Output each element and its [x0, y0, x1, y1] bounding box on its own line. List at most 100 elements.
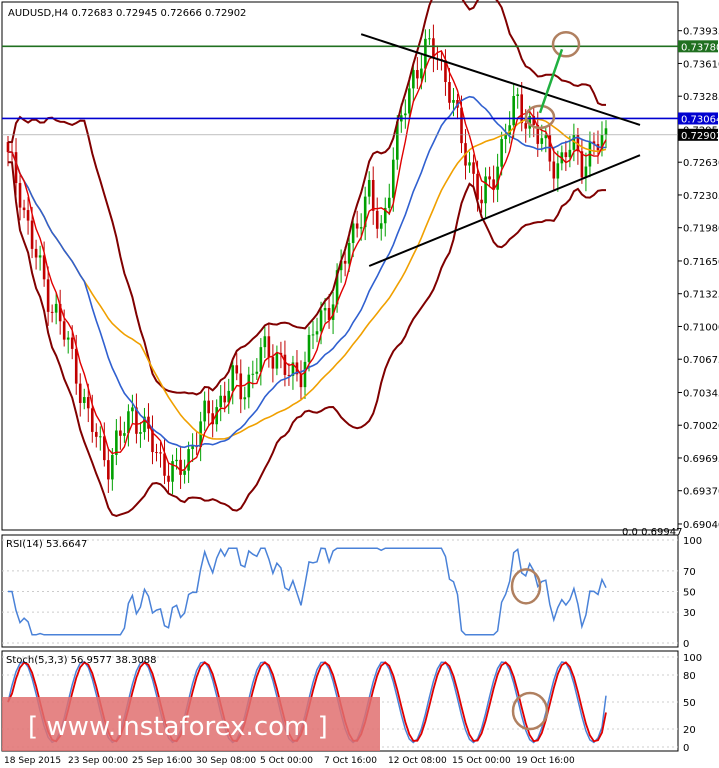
candle-body	[476, 173, 479, 200]
bottom-right-label: 0.0 0.69947	[622, 527, 682, 538]
candle-body	[408, 88, 411, 114]
candle-body	[187, 449, 190, 471]
candle-body	[540, 138, 544, 144]
time-tick-label: 25 Sep 16:00	[132, 756, 192, 766]
candle-body	[375, 210, 379, 229]
candle-body	[26, 210, 30, 221]
candle-body	[303, 361, 307, 388]
price-tick-label: 0.70675	[683, 355, 719, 366]
candle-body	[6, 142, 10, 153]
candle-body	[191, 446, 194, 450]
price-tick-label: 0.71325	[683, 290, 719, 301]
candle-body	[66, 337, 70, 340]
candle-body	[331, 304, 335, 320]
candle-body	[90, 408, 94, 432]
current-price-label: 0.72902	[681, 131, 719, 142]
triangle-lower-line	[368, 154, 641, 267]
stoch-tick-label: 50	[683, 698, 696, 709]
candle-body	[383, 207, 387, 224]
candle-body	[34, 248, 38, 258]
target-circle	[551, 31, 581, 58]
stoch-tick-label: 100	[683, 653, 702, 664]
candle-body	[103, 436, 106, 461]
candle-body	[347, 242, 351, 264]
rsi-tick-label: 0	[683, 639, 689, 650]
candle-body	[444, 60, 447, 83]
candle-body	[171, 461, 174, 482]
stoch-tick-label: 0	[683, 743, 689, 754]
candle-body	[143, 416, 146, 433]
price-tick-label: 0.72305	[683, 191, 719, 202]
candle-body	[424, 38, 427, 69]
candle-body	[215, 407, 218, 425]
candle-body	[379, 223, 383, 229]
candle-body	[528, 116, 532, 129]
time-tick-label: 12 Oct 08:00	[388, 756, 447, 766]
candle-body	[183, 470, 186, 475]
candle-body	[62, 321, 66, 340]
candle-body	[395, 121, 399, 160]
current-price-bg	[678, 128, 718, 141]
candle-body	[412, 70, 415, 89]
candle-body	[299, 374, 303, 388]
candle-body	[343, 260, 347, 264]
candle-body	[544, 135, 548, 139]
candle-body	[500, 139, 503, 167]
target-arrow	[538, 48, 564, 114]
candle-body	[127, 411, 130, 434]
candle-body	[404, 113, 407, 116]
candle-body	[135, 407, 138, 434]
candle-body	[86, 397, 90, 409]
stoch-tick-label: 80	[683, 671, 696, 682]
price-tick-label: 0.73285	[683, 92, 719, 103]
candle-body	[387, 197, 391, 208]
rsi-tick-label: 100	[683, 536, 702, 547]
candle-body	[327, 308, 331, 320]
candle-body	[18, 183, 22, 208]
candle-body	[179, 459, 182, 475]
candle-body	[211, 413, 214, 425]
time-tick-label: 7 Oct 16:00	[324, 756, 377, 766]
candle-body	[42, 255, 46, 280]
watermark-banner	[2, 697, 380, 751]
candle-body	[428, 38, 431, 40]
axis-layer: 0.739350.736100.732850.729550.726300.723…	[4, 27, 719, 766]
triangle-upper-line	[360, 33, 641, 126]
candle-body	[504, 134, 507, 140]
candle-body	[50, 311, 54, 313]
candle-body	[584, 166, 588, 178]
candle-body	[339, 260, 343, 271]
time-tick-label: 19 Oct 16:00	[516, 756, 575, 766]
candle-body	[532, 116, 536, 125]
stoch-circle	[511, 691, 549, 731]
candle-body	[131, 407, 134, 412]
candle-body	[14, 152, 18, 184]
candle-body	[163, 453, 166, 476]
candle-body	[139, 432, 142, 434]
candle-body	[363, 196, 367, 228]
price-layer	[2, 0, 678, 517]
candle-body	[315, 331, 319, 335]
candle-body	[355, 223, 359, 229]
candle-body	[151, 428, 154, 453]
candle-body	[600, 134, 604, 151]
candle-body	[94, 431, 98, 437]
candle-body	[267, 336, 271, 358]
candle-body	[207, 400, 210, 414]
candle-body	[38, 255, 42, 258]
candle-body	[472, 162, 475, 174]
candle-body	[70, 337, 74, 349]
candle-body	[496, 166, 499, 190]
candle-body	[416, 70, 419, 79]
candle-body	[99, 436, 102, 438]
candle-body	[54, 303, 58, 313]
candle-body	[488, 176, 491, 180]
candle-body	[311, 334, 315, 336]
candle-body	[319, 310, 323, 332]
candle-body	[568, 149, 572, 158]
candle-body	[251, 373, 255, 375]
time-tick-label: 18 Sep 2015	[4, 756, 61, 766]
